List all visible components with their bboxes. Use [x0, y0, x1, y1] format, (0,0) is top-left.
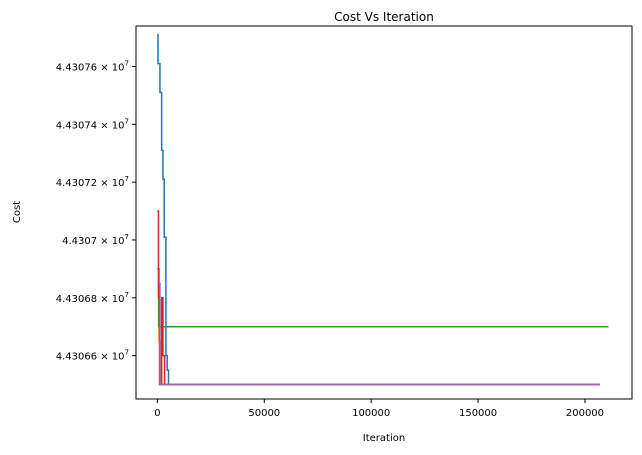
y-tick-label: 4.43076 × 107: [56, 59, 129, 73]
x-tick-label: 50000: [248, 408, 280, 419]
y-axis-title: Cost: [12, 201, 23, 223]
y-tick-label: 4.4307 × 107: [62, 233, 129, 247]
chart-title: Cost Vs Iteration: [334, 10, 434, 24]
y-tick-label: 4.43066 × 107: [56, 349, 129, 363]
y-tick-label: 4.43072 × 107: [56, 175, 129, 189]
x-axis: 0 50000 100000 150000 200000: [154, 399, 604, 419]
series-line-1: [157, 33, 600, 386]
x-tick-label: 200000: [566, 408, 604, 419]
series-layer: [157, 33, 609, 386]
x-tick-label: 150000: [459, 408, 497, 419]
y-tick-label: 4.43068 × 107: [56, 291, 129, 305]
x-tick-label: 0: [154, 408, 160, 419]
plot-frame: [135, 25, 633, 400]
y-axis: 4.43066 × 107 4.43068 × 107 4.4307 × 107 4.…: [56, 59, 136, 363]
x-axis-title: Iteration: [363, 433, 405, 444]
series-line-5: [157, 282, 600, 386]
y-tick-label: 4.43074 × 107: [56, 117, 129, 131]
x-tick-label: 100000: [352, 408, 390, 419]
